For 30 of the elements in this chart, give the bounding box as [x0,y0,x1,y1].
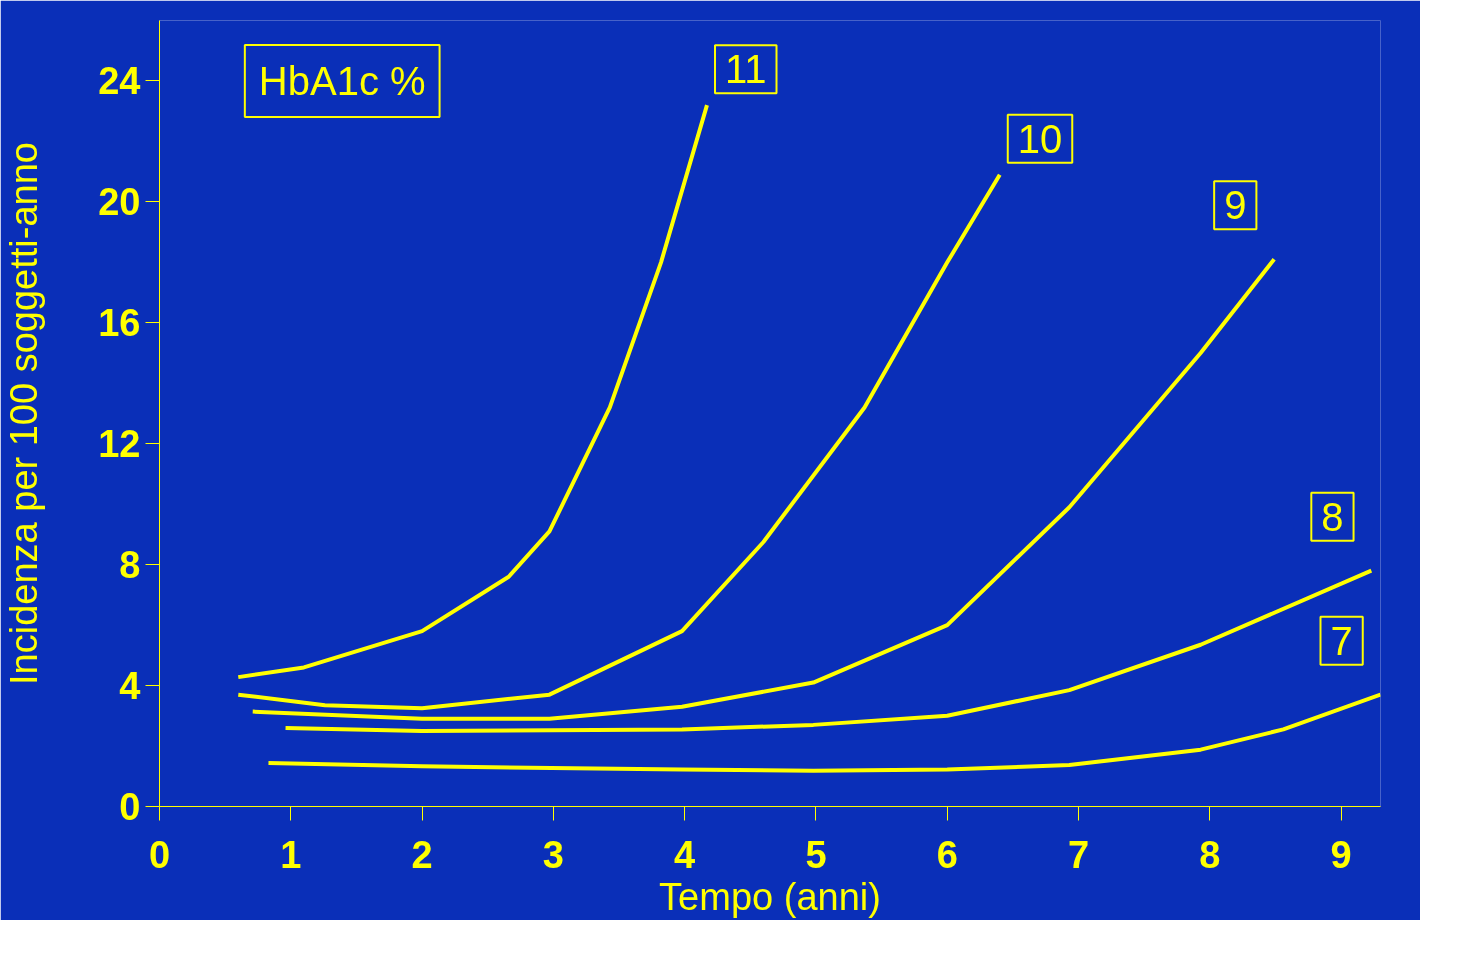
line-series [283,568,1374,733]
line-series [266,692,1381,773]
y-axis-title: Incidenza per 100 soggetti-anno [3,142,46,685]
x-tick-label: 7 [1067,833,1090,876]
line-series [250,257,1277,721]
x-tick-label: 6 [936,833,958,876]
y-tick-label: 20 [98,181,141,224]
x-tick-label: 9 [1330,833,1352,876]
y-tick-label: 4 [119,665,141,708]
x-tick-label: 1 [280,833,302,876]
y-tick-label: 0 [119,786,141,828]
y-tick-label: 24 [98,60,141,103]
y-tick-label: 12 [98,423,141,466]
series-label: 9 [1224,183,1247,228]
series-label: 7 [1330,618,1353,663]
series-label: 11 [724,47,767,92]
legend-title: HbA1c % [258,58,426,103]
x-tick-label: 8 [1199,833,1221,876]
y-tick-label: 8 [119,544,141,587]
y-tick-label: 16 [98,302,141,345]
x-tick-label: 4 [674,833,696,876]
x-tick-label: 0 [148,833,171,876]
x-axis-title: Tempo (anni) [659,875,881,918]
x-tick-label: 5 [805,833,827,876]
x-tick-label: 3 [542,833,564,876]
series-label: 10 [1017,116,1063,161]
line-series [236,103,709,680]
line-series [236,172,1002,711]
x-tick-label: 2 [411,833,433,876]
series-label: 8 [1321,494,1344,539]
